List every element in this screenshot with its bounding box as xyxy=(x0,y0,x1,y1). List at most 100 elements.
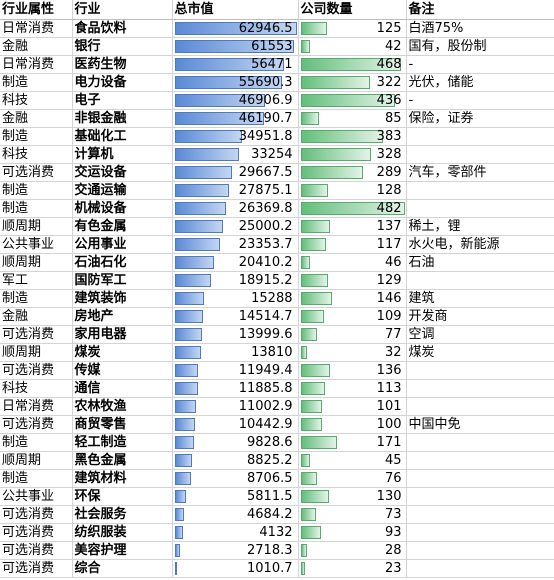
cell-market-cap[interactable]: 15288 xyxy=(172,289,299,308)
cell-industry[interactable]: 社会服务 xyxy=(72,505,173,524)
cell-industry[interactable]: 电力设备 xyxy=(72,73,173,92)
cell-note[interactable]: 国有，股份制 xyxy=(406,37,554,56)
cell-note[interactable]: 开发商 xyxy=(406,307,554,326)
cell-note[interactable] xyxy=(406,127,554,146)
cell-company-count[interactable]: 125 xyxy=(298,19,407,38)
cell-attr[interactable]: 可选消费 xyxy=(0,523,73,542)
cell-attr[interactable]: 顺周期 xyxy=(0,217,73,236)
cell-industry[interactable]: 石油石化 xyxy=(72,253,173,272)
cell-industry[interactable]: 纺织服装 xyxy=(72,523,173,542)
cell-note[interactable]: 空调 xyxy=(406,325,554,344)
cell-note[interactable]: 中国中免 xyxy=(406,415,554,434)
cell-note[interactable]: 煤炭 xyxy=(406,343,554,362)
cell-company-count[interactable]: 85 xyxy=(298,109,407,128)
cell-company-count[interactable]: 136 xyxy=(298,361,407,380)
cell-market-cap[interactable]: 4684.2 xyxy=(172,505,299,524)
cell-industry[interactable]: 国防军工 xyxy=(72,271,173,290)
cell-industry[interactable]: 非银金融 xyxy=(72,109,173,128)
cell-company-count[interactable]: 73 xyxy=(298,505,407,524)
cell-note[interactable] xyxy=(406,523,554,542)
cell-note[interactable]: 汽车，零部件 xyxy=(406,163,554,182)
cell-market-cap[interactable]: 10442.9 xyxy=(172,415,299,434)
cell-note[interactable]: 水火电，新能源 xyxy=(406,235,554,254)
cell-attr[interactable]: 可选消费 xyxy=(0,163,73,182)
header-note[interactable]: 备注 xyxy=(406,0,554,20)
cell-industry[interactable]: 综合 xyxy=(72,559,173,578)
cell-attr[interactable]: 日常消费 xyxy=(0,55,73,74)
cell-industry[interactable]: 环保 xyxy=(72,487,173,506)
cell-company-count[interactable]: 468 xyxy=(298,55,407,74)
cell-note[interactable]: 石油 xyxy=(406,253,554,272)
cell-industry[interactable]: 电子 xyxy=(72,91,173,110)
cell-note[interactable]: - xyxy=(406,91,554,110)
cell-company-count[interactable]: 45 xyxy=(298,451,407,470)
header-industry[interactable]: 行业 xyxy=(72,0,173,20)
cell-industry[interactable]: 银行 xyxy=(72,37,173,56)
cell-note[interactable] xyxy=(406,181,554,200)
cell-company-count[interactable]: 328 xyxy=(298,145,407,164)
cell-industry[interactable]: 美容护理 xyxy=(72,541,173,560)
cell-attr[interactable]: 制造 xyxy=(0,73,73,92)
cell-market-cap[interactable]: 62946.5 xyxy=(172,19,299,38)
cell-attr[interactable]: 军工 xyxy=(0,271,73,290)
cell-industry[interactable]: 建筑材料 xyxy=(72,469,173,488)
cell-note[interactable]: - xyxy=(406,55,554,74)
cell-market-cap[interactable]: 11949.4 xyxy=(172,361,299,380)
cell-company-count[interactable]: 130 xyxy=(298,487,407,506)
cell-company-count[interactable]: 113 xyxy=(298,379,407,398)
cell-company-count[interactable]: 117 xyxy=(298,235,407,254)
cell-market-cap[interactable]: 34951.8 xyxy=(172,127,299,146)
cell-attr[interactable]: 可选消费 xyxy=(0,505,73,524)
cell-note[interactable]: 光伏，储能 xyxy=(406,73,554,92)
cell-company-count[interactable]: 436 xyxy=(298,91,407,110)
cell-industry[interactable]: 家用电器 xyxy=(72,325,173,344)
cell-company-count[interactable]: 46 xyxy=(298,253,407,272)
cell-attr[interactable]: 公共事业 xyxy=(0,487,73,506)
cell-market-cap[interactable]: 33254 xyxy=(172,145,299,164)
cell-company-count[interactable]: 28 xyxy=(298,541,407,560)
cell-company-count[interactable]: 23 xyxy=(298,559,407,578)
header-attr[interactable]: 行业属性 xyxy=(0,0,73,20)
cell-industry[interactable]: 计算机 xyxy=(72,145,173,164)
cell-note[interactable] xyxy=(406,199,554,218)
cell-company-count[interactable]: 383 xyxy=(298,127,407,146)
cell-attr[interactable]: 日常消费 xyxy=(0,19,73,38)
cell-attr[interactable]: 制造 xyxy=(0,181,73,200)
cell-market-cap[interactable]: 25000.2 xyxy=(172,217,299,236)
cell-company-count[interactable]: 76 xyxy=(298,469,407,488)
header-market-cap[interactable]: 总市值 xyxy=(172,0,299,20)
cell-company-count[interactable]: 42 xyxy=(298,37,407,56)
cell-industry[interactable]: 医药生物 xyxy=(72,55,173,74)
cell-note[interactable] xyxy=(406,451,554,470)
cell-note[interactable]: 白酒75% xyxy=(406,19,554,38)
cell-industry[interactable]: 公用事业 xyxy=(72,235,173,254)
cell-company-count[interactable]: 322 xyxy=(298,73,407,92)
cell-attr[interactable]: 制造 xyxy=(0,127,73,146)
cell-attr[interactable]: 制造 xyxy=(0,289,73,308)
cell-market-cap[interactable]: 46906.9 xyxy=(172,91,299,110)
cell-market-cap[interactable]: 56471 xyxy=(172,55,299,74)
cell-attr[interactable]: 科技 xyxy=(0,91,73,110)
cell-market-cap[interactable]: 2718.3 xyxy=(172,541,299,560)
cell-attr[interactable]: 可选消费 xyxy=(0,415,73,434)
cell-attr[interactable]: 制造 xyxy=(0,433,73,452)
cell-attr[interactable]: 金融 xyxy=(0,307,73,326)
cell-company-count[interactable]: 482 xyxy=(298,199,407,218)
cell-industry[interactable]: 建筑装饰 xyxy=(72,289,173,308)
cell-note[interactable] xyxy=(406,559,554,578)
cell-market-cap[interactable]: 18915.2 xyxy=(172,271,299,290)
cell-attr[interactable]: 顺周期 xyxy=(0,343,73,362)
cell-attr[interactable]: 可选消费 xyxy=(0,559,73,578)
cell-industry[interactable]: 煤炭 xyxy=(72,343,173,362)
cell-market-cap[interactable]: 26369.8 xyxy=(172,199,299,218)
cell-attr[interactable]: 顺周期 xyxy=(0,451,73,470)
cell-note[interactable] xyxy=(406,361,554,380)
cell-industry[interactable]: 农林牧渔 xyxy=(72,397,173,416)
cell-industry[interactable]: 机械设备 xyxy=(72,199,173,218)
cell-note[interactable]: 稀土，锂 xyxy=(406,217,554,236)
cell-industry[interactable]: 通信 xyxy=(72,379,173,398)
cell-note[interactable] xyxy=(406,469,554,488)
cell-attr[interactable]: 可选消费 xyxy=(0,325,73,344)
cell-company-count[interactable]: 129 xyxy=(298,271,407,290)
cell-attr[interactable]: 金融 xyxy=(0,109,73,128)
